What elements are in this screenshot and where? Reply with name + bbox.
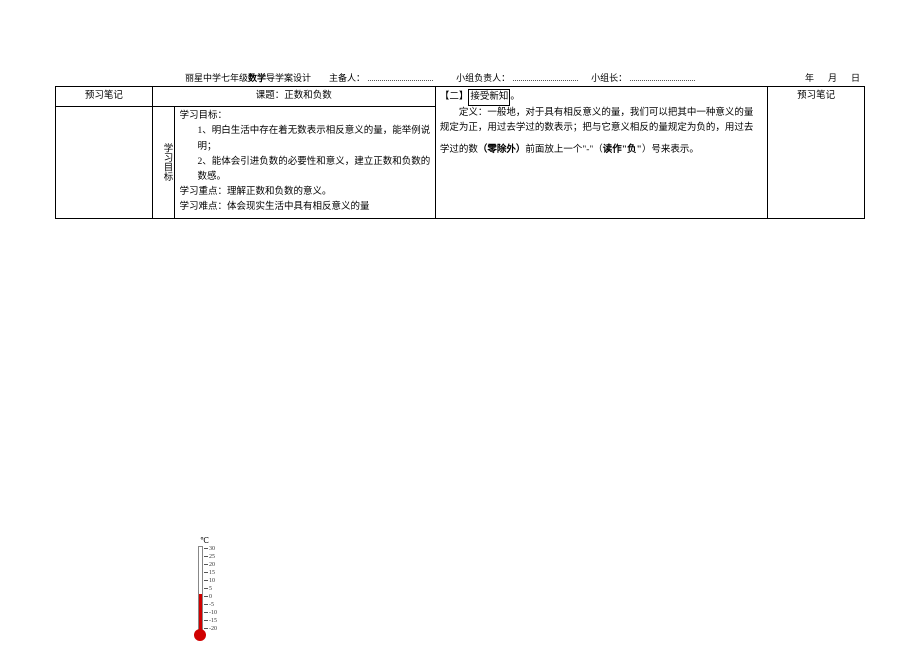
obj1: 1、明白生活中存在着无数表示相反意义的量，能举例说明；	[179, 124, 430, 154]
main-table: 预习笔记 课题：正数和负数 【二】接受新知。 定义：一般地，对于具有相反意义的量…	[55, 86, 865, 219]
thermometer: ℃ 30 25 20 15 10 5 0 -5 -10 -15 -20	[190, 540, 230, 650]
group-leader-blank[interactable]	[513, 70, 578, 81]
tick-label: 15	[209, 570, 215, 576]
notes-left-cell	[56, 107, 153, 218]
design-label: 导学案设计	[266, 71, 311, 84]
obj-heading: 学习目标：	[179, 111, 227, 121]
tick-label: -15	[209, 618, 217, 624]
col-notes-left: 预习笔记	[56, 87, 153, 107]
tick-label: 5	[209, 586, 212, 592]
key-point: 学习重点：理解正数和负数的意义。	[179, 187, 331, 197]
def-line3b: （零除外）	[478, 145, 526, 155]
col-notes-right: 预习笔记	[768, 87, 865, 219]
tick-label: 20	[209, 562, 215, 568]
tick-label: -5	[209, 602, 214, 608]
tick-label: 25	[209, 554, 215, 560]
date-day: 日	[851, 71, 860, 84]
tick-label: 30	[209, 546, 215, 552]
section-tag-prefix: 【二】	[440, 92, 469, 102]
tick-label: -10	[209, 610, 217, 616]
difficulty: 学习难点：体会现实生活中具有相反意义的量	[179, 202, 369, 212]
thermo-tube	[198, 546, 203, 633]
def-line2: 规定为正，用过去学过的数表示；把与它意义相反的量规定为负的，用过去	[440, 123, 754, 133]
objectives-sidebar: 学习目标	[152, 107, 175, 218]
header-row: 预习笔记 课题：正数和负数 【二】接受新知。 定义：一般地，对于具有相反意义的量…	[56, 87, 865, 107]
def-line3d: 读作"负"	[603, 145, 642, 155]
subject-bold: 数学	[248, 71, 266, 84]
def-line3e: ）号来表示。	[642, 145, 699, 155]
thermo-unit: ℃	[200, 536, 209, 545]
tick-label: 10	[209, 578, 215, 584]
date-month: 月	[828, 71, 837, 84]
author-label: 主备人：	[329, 71, 365, 84]
def-line3a: 学过的数	[440, 145, 478, 155]
section-tag-box: 接受新知	[468, 89, 510, 106]
group-leader-label: 小组负责人：	[456, 71, 510, 84]
document-header: 丽星中学七年级 数学 导学案设计 主备人： 小组负责人： 小组长： 年 月 日	[185, 70, 860, 84]
date-year: 年	[805, 71, 814, 84]
right-content-cell: 【二】接受新知。 定义：一般地，对于具有相反意义的量，我们可以把其中一种意义的量…	[435, 87, 767, 219]
section-tag-suffix: 。	[510, 92, 520, 102]
team-leader-label: 小组长：	[591, 71, 627, 84]
team-leader-blank[interactable]	[630, 70, 695, 81]
tick-label: -20	[209, 626, 217, 632]
left-content-cell: 学习目标： 1、明白生活中存在着无数表示相反意义的量，能举例说明； 2、能体会引…	[175, 107, 435, 218]
school-name: 丽星中学七年级	[185, 71, 248, 84]
thermo-fill	[199, 594, 202, 632]
tick-label: 0	[209, 594, 212, 600]
def-line3c: 前面放上一个"-"（	[525, 145, 602, 155]
obj2: 2、能体会引进负数的必要性和意义，建立正数和负数的数感。	[179, 155, 430, 185]
col-lesson-title: 课题：正数和负数	[152, 87, 435, 107]
author-blank[interactable]	[368, 70, 433, 81]
def-line1: 定义：一般地，对于具有相反意义的量，我们可以把其中一种意义的量	[440, 108, 754, 118]
